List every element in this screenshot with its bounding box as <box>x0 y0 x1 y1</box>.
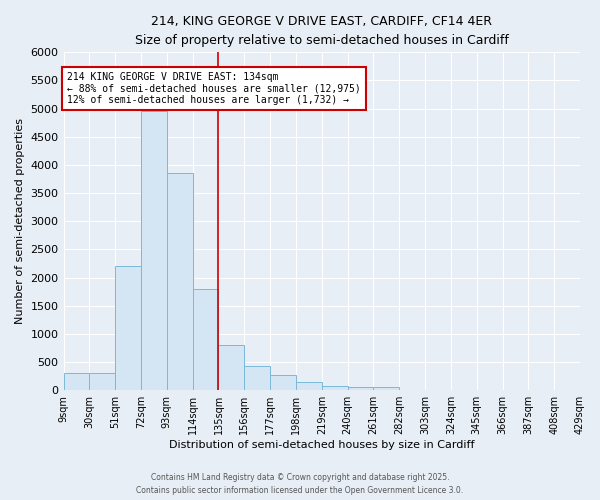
Bar <box>89 374 115 390</box>
Text: 214 KING GEORGE V DRIVE EAST: 134sqm
← 88% of semi-detached houses are smaller (: 214 KING GEORGE V DRIVE EAST: 134sqm ← 8… <box>67 72 361 105</box>
X-axis label: Distribution of semi-detached houses by size in Cardiff: Distribution of semi-detached houses by … <box>169 440 475 450</box>
Bar <box>64 374 89 390</box>
Bar <box>115 266 141 390</box>
Y-axis label: Number of semi-detached properties: Number of semi-detached properties <box>15 118 25 324</box>
Text: Contains HM Land Registry data © Crown copyright and database right 2025.
Contai: Contains HM Land Registry data © Crown c… <box>136 474 464 495</box>
Title: 214, KING GEORGE V DRIVE EAST, CARDIFF, CF14 4ER
Size of property relative to se: 214, KING GEORGE V DRIVE EAST, CARDIFF, … <box>135 15 509 47</box>
Bar <box>373 388 399 390</box>
Bar <box>270 375 296 390</box>
Bar <box>218 345 244 390</box>
Bar <box>141 112 167 390</box>
Bar <box>193 289 218 390</box>
Bar <box>296 382 322 390</box>
Bar <box>347 387 373 390</box>
Bar <box>167 174 193 390</box>
Bar <box>244 366 270 390</box>
Bar <box>322 386 347 390</box>
